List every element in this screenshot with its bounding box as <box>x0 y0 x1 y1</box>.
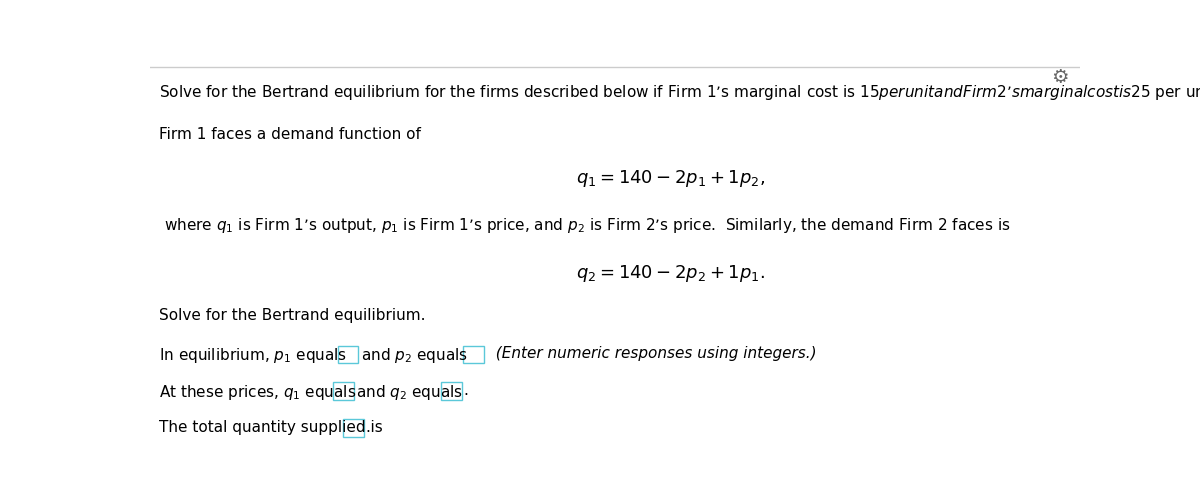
FancyBboxPatch shape <box>343 419 364 437</box>
Text: The total quantity supplied is: The total quantity supplied is <box>160 420 383 435</box>
Text: At these prices, $q_1$ equals: At these prices, $q_1$ equals <box>160 383 356 402</box>
Text: ⚙: ⚙ <box>1051 68 1069 87</box>
FancyBboxPatch shape <box>463 346 484 363</box>
Text: .: . <box>366 420 371 435</box>
Text: where $q_1$ is Firm 1’s output, $p_1$ is Firm 1’s price, and $p_2$ is Firm 2’s p: where $q_1$ is Firm 1’s output, $p_1$ is… <box>164 216 1010 235</box>
Text: .: . <box>463 383 468 398</box>
Text: Solve for the Bertrand equilibrium for the firms described below if Firm 1’s mar: Solve for the Bertrand equilibrium for t… <box>160 83 1200 102</box>
FancyBboxPatch shape <box>334 382 354 400</box>
Text: and $p_2$ equals: and $p_2$ equals <box>361 346 468 365</box>
Text: Firm 1 faces a demand function of: Firm 1 faces a demand function of <box>160 127 421 142</box>
Text: $q_1 = 140 - 2p_1 + 1p_2,$: $q_1 = 140 - 2p_1 + 1p_2,$ <box>576 168 766 189</box>
Text: and $q_2$ equals: and $q_2$ equals <box>356 383 463 402</box>
FancyBboxPatch shape <box>442 382 462 400</box>
Text: (Enter numeric responses using integers.): (Enter numeric responses using integers.… <box>486 346 816 361</box>
Text: $q_2 = 140 - 2p_2 + 1p_1.$: $q_2 = 140 - 2p_2 + 1p_1.$ <box>576 263 766 284</box>
Text: In equilibrium, $p_1$ equals: In equilibrium, $p_1$ equals <box>160 346 348 365</box>
FancyBboxPatch shape <box>338 346 359 363</box>
Text: Solve for the Bertrand equilibrium.: Solve for the Bertrand equilibrium. <box>160 308 426 323</box>
